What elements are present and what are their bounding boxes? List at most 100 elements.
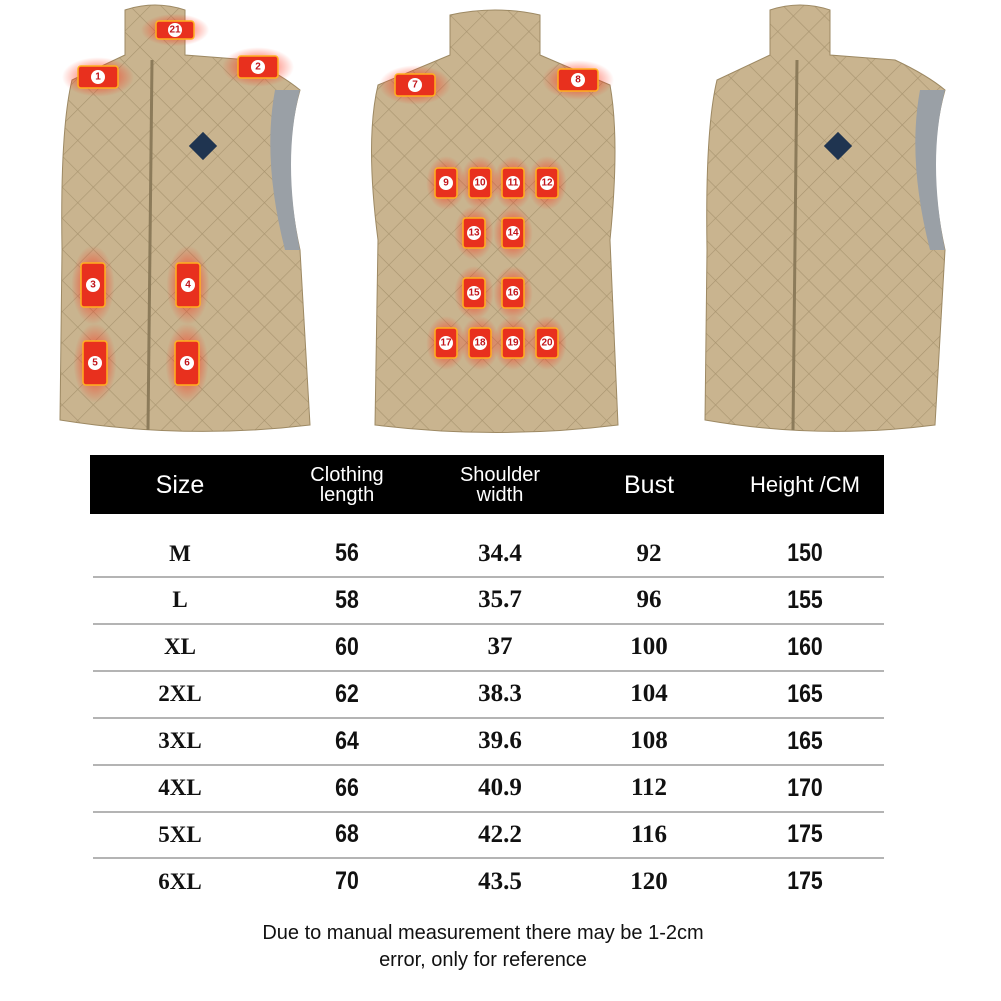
- front-vest-heated: [59, 4, 311, 432]
- heating-zone-8: 8: [542, 60, 614, 100]
- heating-zone-number: 12: [541, 178, 553, 189]
- table-cell: 175: [787, 820, 823, 849]
- heating-zone-number: 16: [507, 288, 519, 299]
- row-divider: [93, 857, 884, 860]
- heating-zone-number: 8: [575, 75, 581, 86]
- front-vest-plain: [704, 4, 946, 432]
- table-row: M 56 34.4 92 150: [93, 530, 884, 577]
- heating-zone-number: 5: [92, 358, 98, 369]
- table-cell: 64: [335, 726, 359, 755]
- table-cell: 70: [335, 867, 359, 896]
- table-cell: 155: [787, 585, 823, 614]
- table-cell: 4XL: [158, 775, 202, 800]
- table-cell: 165: [787, 679, 823, 708]
- size-chart-header: Size Clothing length Shoulder width Bust Hei…: [90, 455, 884, 514]
- table-cell: 66: [335, 773, 359, 802]
- table-cell: 108: [630, 727, 668, 755]
- table-row: 6XL 70 43.5 120 175: [93, 858, 884, 905]
- table-row: 3XL 64 39.6 108 165: [93, 718, 884, 765]
- row-divider: [93, 716, 884, 719]
- heating-zone-number: 11: [508, 178, 519, 189]
- table-cell: 58: [335, 585, 359, 614]
- row-divider: [93, 622, 884, 625]
- heating-zone-number: 15: [468, 288, 480, 299]
- heating-zone-number: 4: [185, 280, 191, 291]
- column-header: Clothing length: [310, 463, 384, 506]
- table-cell: 68: [335, 820, 359, 849]
- heating-zone-5: 5: [73, 323, 117, 403]
- table-cell: 35.7: [478, 586, 522, 614]
- table-cell: 104: [630, 680, 668, 708]
- heating-zone-number: 1: [95, 72, 101, 83]
- table-cell: 150: [787, 539, 823, 567]
- heating-zone-number: 9: [443, 178, 449, 189]
- heating-zone-18: 18: [460, 316, 500, 370]
- heating-zone-19: 19: [493, 316, 533, 370]
- table-cell: 120: [630, 867, 668, 895]
- heating-zone-21: 21: [140, 13, 210, 47]
- table-cell: 43.5: [478, 867, 522, 895]
- row-divider: [93, 810, 884, 813]
- table-cell: M: [169, 540, 191, 566]
- column-header: Height /CM: [749, 471, 861, 497]
- table-cell: 3XL: [158, 728, 202, 754]
- table-cell: 37: [487, 633, 513, 661]
- heating-zone-9: 9: [426, 156, 466, 210]
- note-line-1: Due to manual measurement there may be 1…: [262, 922, 704, 944]
- heating-zone-number: 18: [474, 338, 486, 349]
- heating-zone-11: 11: [493, 156, 533, 210]
- table-cell: 112: [630, 774, 668, 801]
- table-cell: 60: [335, 632, 359, 661]
- table-cell: 56: [335, 539, 359, 567]
- control-button-icon: [823, 131, 853, 161]
- table-cell: 38.3: [478, 680, 522, 708]
- heating-zone-17: 17: [426, 316, 466, 370]
- heating-zone-1: 1: [62, 57, 134, 97]
- heating-zone-number: 7: [412, 80, 418, 91]
- table-cell: 39.6: [478, 727, 522, 755]
- table-cell: 92: [636, 539, 662, 567]
- heating-zone-number: 10: [474, 178, 486, 189]
- table-cell: 160: [787, 632, 823, 661]
- table-row: 4XL 66 40.9 112 170: [93, 765, 884, 812]
- table-row: 5XL 68 42.2 116 175: [93, 811, 884, 858]
- heating-zone-20: 20: [527, 316, 567, 370]
- column-header: Size: [155, 470, 205, 499]
- table-cell: XL: [164, 634, 196, 660]
- heating-zone-number: 20: [541, 338, 553, 349]
- table-cell: 165: [787, 726, 823, 755]
- table-row: XL 60 37 100 160: [93, 624, 884, 671]
- table-cell: 42.2: [478, 820, 522, 848]
- row-divider: [93, 576, 884, 578]
- table-cell: 175: [787, 867, 823, 896]
- column-header: Bust: [623, 470, 675, 499]
- row-divider: [93, 669, 884, 672]
- heating-zone-10: 10: [460, 156, 500, 210]
- heating-zone-16: 16: [493, 266, 533, 320]
- heating-zone-3: 3: [71, 245, 115, 325]
- row-divider: [93, 763, 884, 766]
- heating-zone-14: 14: [493, 206, 533, 260]
- table-cell: 170: [787, 773, 823, 802]
- table-cell: 62: [335, 679, 359, 708]
- table-cell: 34.4: [478, 539, 522, 567]
- table-cell: 2XL: [158, 681, 202, 707]
- table-cell: L: [172, 587, 188, 613]
- table-cell: 96: [636, 586, 662, 614]
- heating-zone-number: 14: [507, 228, 519, 239]
- heating-zone-12: 12: [527, 156, 567, 210]
- heating-zone-number: 19: [507, 338, 519, 349]
- column-header: Shoulder width: [459, 463, 541, 506]
- note-line-2: error, only for reference: [379, 949, 587, 971]
- heating-zone-15: 15: [454, 266, 494, 320]
- table-row: L 58 35.7 96 155: [93, 577, 884, 624]
- table-cell: 40.9: [478, 774, 522, 801]
- table-cell: 116: [630, 820, 668, 848]
- heating-zone-2: 2: [222, 47, 294, 87]
- table-row: 2XL 62 38.3 104 165: [93, 671, 884, 718]
- measurement-note: Due to manual measurement there may be 1…: [0, 920, 966, 974]
- heating-zone-number: 21: [169, 25, 181, 36]
- heating-zone-6: 6: [165, 323, 209, 403]
